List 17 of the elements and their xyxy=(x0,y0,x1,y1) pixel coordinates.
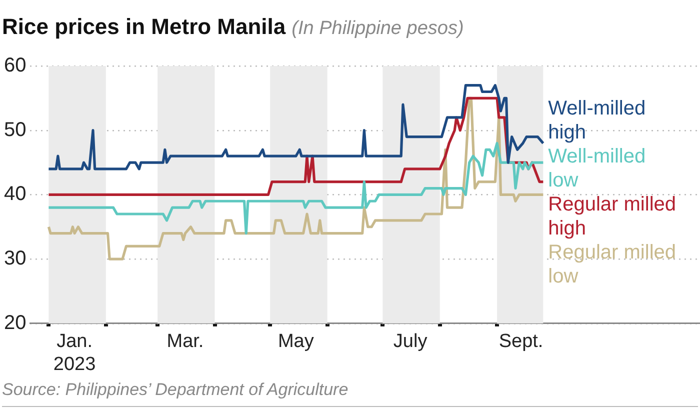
x-tick-label: Jan. 2023 xyxy=(53,331,96,375)
series-label: Well-milled high xyxy=(548,98,646,144)
series-label: Regular milled high xyxy=(548,194,676,240)
y-tick-label: 20 xyxy=(4,312,26,334)
series-label: Well-milled low xyxy=(548,146,646,192)
x-tick-label: May xyxy=(278,331,314,352)
y-tick-label: 30 xyxy=(4,248,26,270)
x-tick-label: July xyxy=(393,331,428,352)
y-tick-label: 50 xyxy=(4,118,26,141)
chart-title: Rice prices in Metro Manila xyxy=(2,14,286,39)
text: Regular milled low xyxy=(548,242,676,288)
y-tick-label: 40 xyxy=(4,183,26,206)
source-note: Source: Philippines’ Department of Agriculture xyxy=(2,380,698,407)
chart-subtitle: (In Philippine pesos) xyxy=(292,18,464,39)
x-tick-label: Mar. xyxy=(166,331,204,352)
y-tick-label: 60 xyxy=(4,54,26,77)
x-tick-label: Sept. xyxy=(498,331,544,352)
